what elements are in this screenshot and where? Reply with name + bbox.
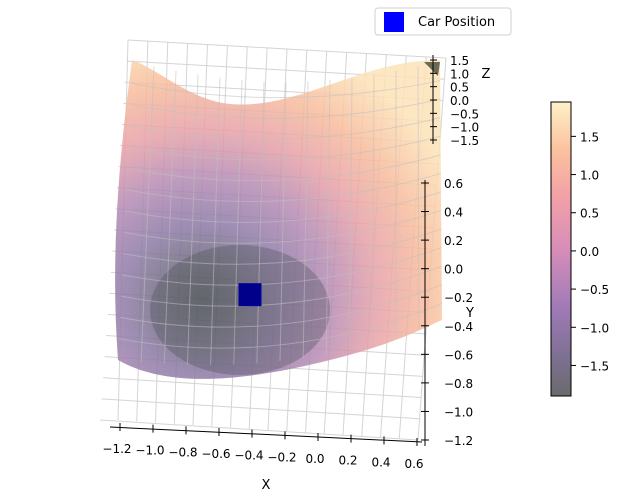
- colorbar-tick-label: −0.5: [580, 283, 609, 297]
- y-tick-label: −0.6: [444, 348, 473, 362]
- colorbar-tick-label: 1.0: [580, 169, 599, 183]
- x-tick-label: 0.0: [305, 452, 324, 466]
- y-tick-label: 0.2: [444, 234, 463, 248]
- pane-grid-line: [103, 378, 421, 398]
- z-tick-label: 0.0: [450, 94, 469, 108]
- z-tick-label: −1.5: [450, 134, 479, 148]
- x-tick-label: −0.6: [201, 447, 230, 461]
- colorbar-tick-label: −1.0: [580, 321, 609, 335]
- colorbar: 1.5 1.0 0.5 0.0 −0.5 −1.0 −1.5: [551, 102, 609, 396]
- x-axis-label: X: [262, 478, 271, 493]
- x-axis-line: [110, 427, 422, 442]
- z-tick-label: −0.5: [450, 107, 479, 121]
- pane-grid-line: [102, 399, 420, 419]
- x-tick-label: 0.4: [371, 455, 390, 469]
- x-tick-label: 0.6: [404, 457, 423, 471]
- y-tick-label: −0.2: [444, 291, 473, 305]
- colorbar-tick-label: 0.0: [580, 245, 599, 259]
- x-tick-label: −0.2: [267, 450, 296, 464]
- colorbar-tick-label: 0.5: [580, 207, 599, 221]
- z-axis-label: Z: [482, 67, 491, 82]
- x-tick-label: −1.2: [102, 442, 131, 456]
- z-tick-label: −1.0: [450, 121, 479, 135]
- y-tick-label: −0.8: [444, 377, 473, 391]
- z-tick-label: 1.5: [450, 54, 469, 68]
- x-tick-label: −0.8: [168, 445, 197, 459]
- y-tick-label: −1.2: [444, 434, 473, 448]
- y-tick-label: 0.0: [444, 263, 463, 277]
- x-tick-label: −1.0: [135, 444, 164, 458]
- colorbar-tick-label: 1.5: [580, 130, 599, 144]
- legend-label: Car Position: [418, 15, 495, 30]
- legend: Car Position: [375, 8, 511, 35]
- legend-marker: [384, 12, 404, 32]
- y-tick-label: −0.4: [444, 320, 473, 334]
- colorbar-ticks: 1.5 1.0 0.5 0.0 −0.5 −1.0 −1.5: [571, 130, 609, 373]
- y-tick-label: 0.4: [444, 206, 463, 220]
- y-tick-label: 0.6: [444, 177, 463, 191]
- y-axis-label: Y: [465, 306, 474, 321]
- pane-grid-line: [100, 420, 418, 440]
- z-tick-label: 1.0: [450, 67, 469, 81]
- x-tick-label: 0.2: [338, 454, 357, 468]
- colorbar-tick-label: −1.5: [580, 359, 609, 373]
- car-position-marker: [239, 284, 261, 306]
- y-tick-label: −1.0: [444, 405, 473, 419]
- colorbar-scale: [551, 102, 571, 396]
- x-tick-label: −0.4: [234, 449, 263, 463]
- z-tick-label: 0.5: [450, 81, 469, 95]
